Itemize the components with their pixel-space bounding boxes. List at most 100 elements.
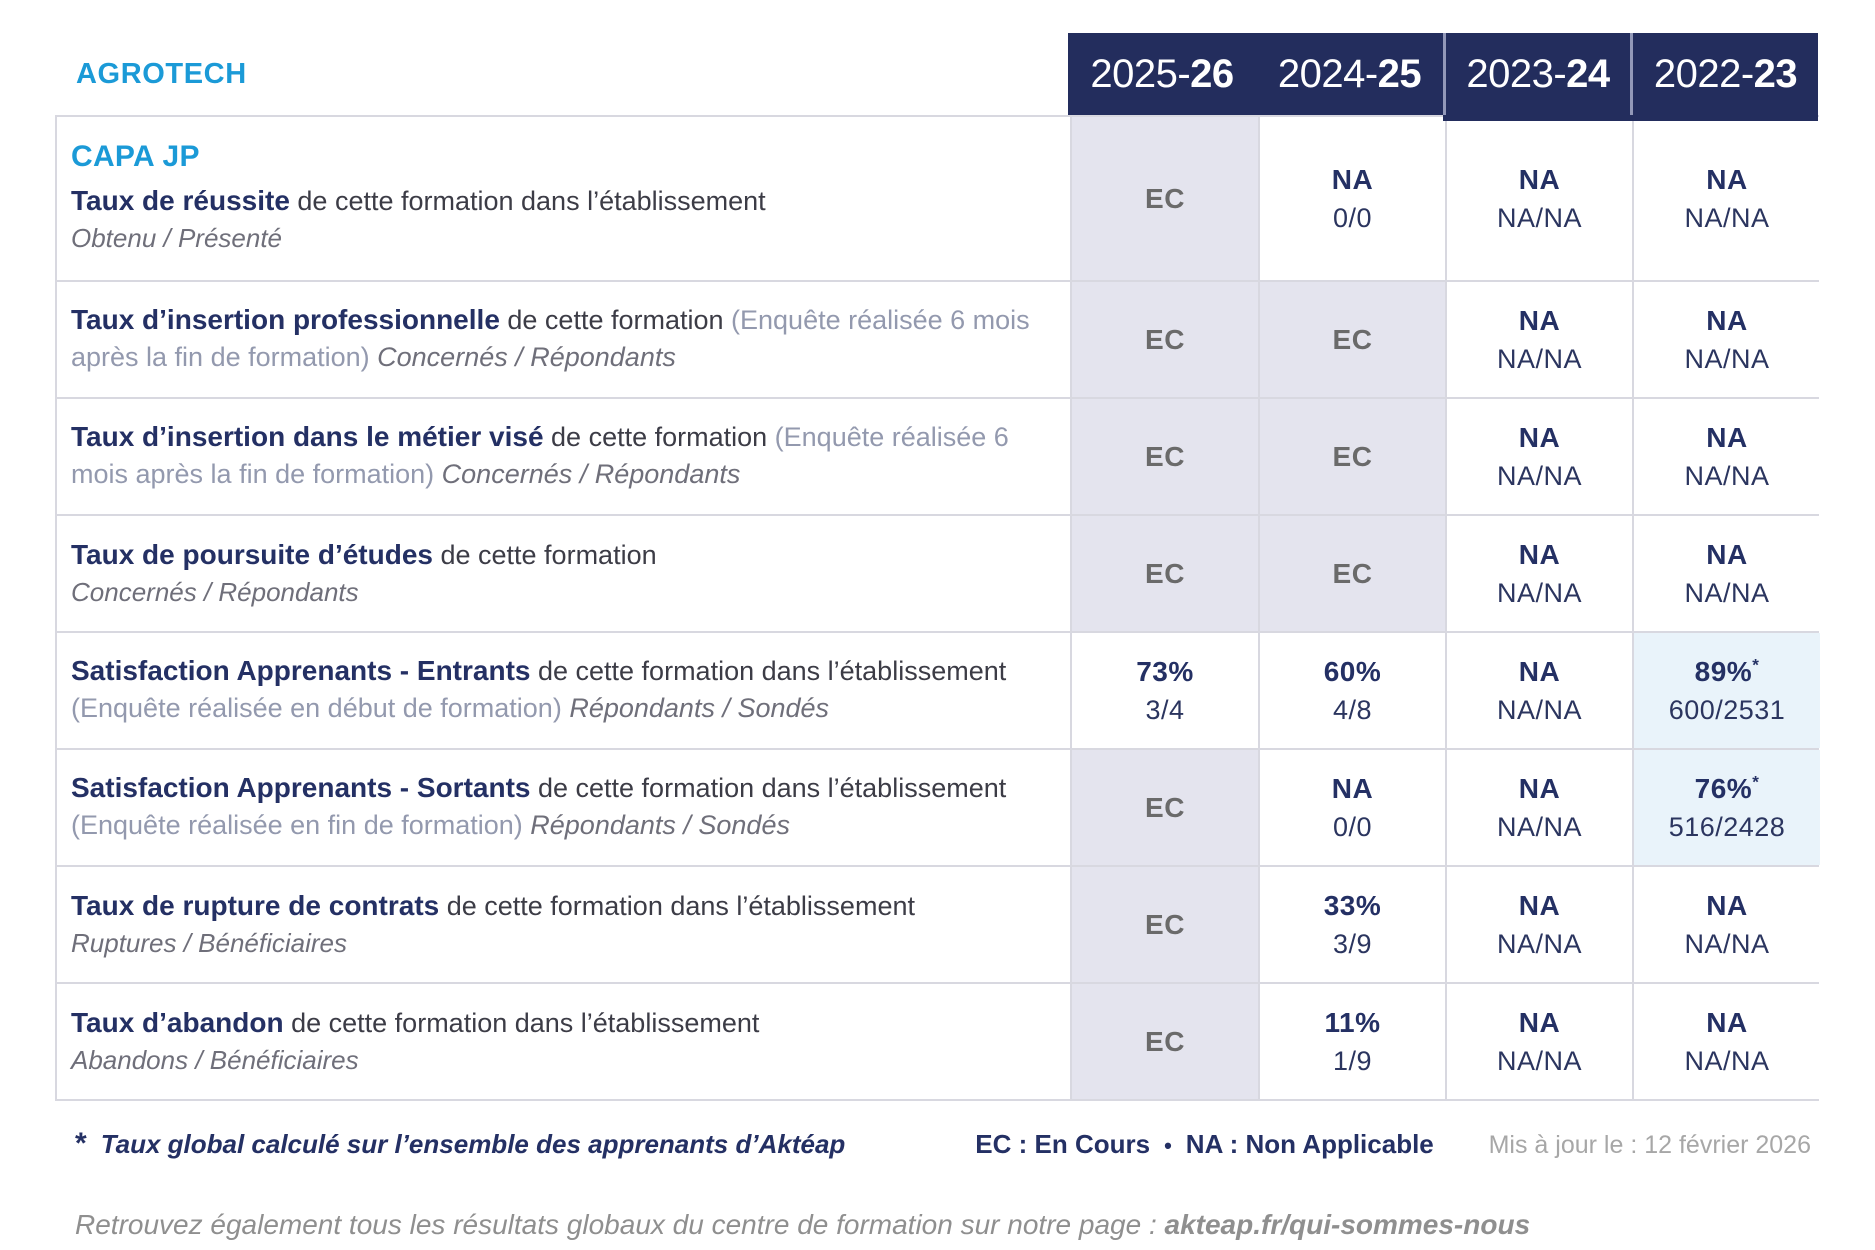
year-suffix: 23 <box>1753 51 1798 96</box>
value-main: NA <box>1519 656 1560 688</box>
table-row: Taux d’insertion dans le métier visé de … <box>57 397 1820 514</box>
value-text: NA <box>1706 889 1748 921</box>
metric-description: Taux d’abandon de cette formation dans l… <box>71 1004 1052 1042</box>
value-cell-2023-24: NA NA/NA <box>1445 516 1632 631</box>
metric-title: Taux de réussite <box>71 184 290 216</box>
metric-desc: de cette formation dans l’établissement <box>530 773 1007 803</box>
table-row: Satisfaction Apprenants - Entrants de ce… <box>57 631 1820 748</box>
value-main: NA <box>1706 539 1747 571</box>
metric-caption-inline: Concernés / Répondants <box>441 459 741 489</box>
value-cell-2022-23: NA NA/NA <box>1632 117 1820 280</box>
table-row: CAPA JP Taux de réussite de cette format… <box>57 117 1820 280</box>
metric-label-cell: CAPA JP Taux de réussite de cette format… <box>57 117 1070 280</box>
site-link[interactable]: akteap.fr/qui-sommes-nous <box>1164 1209 1531 1240</box>
info-line: Retrouvez également tous les résultats g… <box>55 1209 1819 1241</box>
value-main: NA <box>1519 1007 1560 1039</box>
value-sub: NA/NA <box>1496 202 1583 233</box>
value-sub: 600/2531 <box>1668 694 1786 725</box>
year-prefix: 2024- <box>1277 51 1378 96</box>
value-main: NA <box>1332 164 1373 196</box>
value-cell-2022-23: NA NA/NA <box>1632 984 1820 1099</box>
value-main: NA <box>1706 1007 1747 1039</box>
value-text: NA <box>1518 304 1561 336</box>
program-title: CAPA JP <box>71 139 200 173</box>
value-cell-2025-26: EC <box>1070 750 1258 865</box>
metric-caption: Obtenu / Présenté <box>71 222 283 253</box>
value-cell-2023-24: NA NA/NA <box>1445 117 1632 280</box>
asterisk-marker: * <box>1752 655 1760 675</box>
year-prefix: 2022- <box>1653 51 1754 96</box>
value-sub: NA/NA <box>1684 928 1770 959</box>
metric-desc: de cette formation dans l’établissement <box>439 890 915 921</box>
value-text: NA <box>1706 538 1748 570</box>
value-cell-2022-23: NA NA/NA <box>1632 282 1820 397</box>
value-cell-2022-23: 89%* 600/2531 <box>1632 633 1820 748</box>
value-text: NA <box>1518 1006 1561 1038</box>
value-sub: 0/0 <box>1332 202 1373 233</box>
value-text: EC <box>1145 791 1185 823</box>
value-cell-2022-23: NA NA/NA <box>1632 399 1820 514</box>
year-header-2024-25: 2024- 25 <box>1256 33 1443 115</box>
value-cell-2025-26: EC <box>1070 117 1258 280</box>
metric-caption-inline: Répondants / Sondés <box>530 810 790 840</box>
value-sub: NA/NA <box>1496 343 1583 374</box>
year-prefix: 2025- <box>1090 51 1191 96</box>
value-main: NA <box>1706 305 1747 337</box>
metric-note: (Enquête réalisée 6 mois après la fin de… <box>71 422 1009 489</box>
year-header-2022-23: 2022- 23 <box>1630 33 1818 121</box>
value-sub: 4/8 <box>1332 694 1373 725</box>
results-table: CAPA JP Taux de réussite de cette format… <box>55 115 1820 1101</box>
metric-note: (Enquête réalisée 6 mois après la fin de… <box>71 305 1030 372</box>
value-text: EC <box>1332 323 1373 355</box>
bullet-separator-icon: • <box>1164 1133 1172 1158</box>
value-cell-2024-25: EC <box>1258 516 1445 631</box>
value-main: NA <box>1519 890 1560 922</box>
value-text: EC <box>1332 440 1373 472</box>
value-cell-2024-25: 60% 4/8 <box>1258 633 1445 748</box>
value-text: 11% <box>1324 1006 1381 1038</box>
value-sub: NA/NA <box>1684 460 1770 491</box>
metric-description: Taux d’insertion dans le métier visé de … <box>71 418 1052 493</box>
table-row: Satisfaction Apprenants - Sortants de ce… <box>57 748 1820 865</box>
value-sub: NA/NA <box>1684 343 1770 374</box>
value-text: NA <box>1331 772 1374 804</box>
metric-desc: de cette formation dans l’établissement <box>289 185 766 216</box>
value-main: NA <box>1519 539 1560 571</box>
value-main: EC <box>1145 324 1185 356</box>
value-main: EC <box>1145 909 1185 941</box>
value-main: 89%* <box>1695 656 1760 688</box>
value-text: NA <box>1706 304 1748 336</box>
metric-caption-inline: Répondants / Sondés <box>569 693 830 723</box>
value-cell-2025-26: EC <box>1070 867 1258 982</box>
value-cell-2025-26: EC <box>1070 984 1258 1099</box>
legend: EC : En Cours • NA : Non Applicable <box>975 1129 1433 1160</box>
table-row: Taux d’insertion professionnelle de cett… <box>57 280 1820 397</box>
value-cell-2022-23: 76%* 516/2428 <box>1632 750 1820 865</box>
value-cell-2024-25: EC <box>1258 282 1445 397</box>
value-sub: NA/NA <box>1684 577 1770 608</box>
table-row: Taux d’abandon de cette formation dans l… <box>57 982 1820 1099</box>
brand-cell: AGROTECH <box>55 33 1068 115</box>
value-main: EC <box>1333 441 1373 473</box>
metric-label-cell: Satisfaction Apprenants - Sortants de ce… <box>57 750 1070 865</box>
value-cell-2024-25: NA 0/0 <box>1258 750 1445 865</box>
value-main: 60% <box>1324 656 1382 688</box>
info-text: Retrouvez également tous les résultats g… <box>75 1209 1165 1240</box>
metric-label-cell: Taux de poursuite d’études de cette form… <box>57 516 1070 631</box>
value-sub: 0/0 <box>1332 811 1373 842</box>
value-sub: NA/NA <box>1496 460 1583 491</box>
value-text: NA <box>1706 1006 1748 1038</box>
table-row: Taux de poursuite d’études de cette form… <box>57 514 1820 631</box>
value-cell-2022-23: NA NA/NA <box>1632 516 1820 631</box>
value-main: NA <box>1519 422 1560 454</box>
value-sub: NA/NA <box>1684 1045 1770 1076</box>
value-text: EC <box>1145 557 1185 589</box>
value-text: EC <box>1332 557 1373 589</box>
value-main: NA <box>1706 890 1747 922</box>
asterisk-marker: * <box>1752 772 1760 792</box>
value-cell-2024-25: 11% 1/9 <box>1258 984 1445 1099</box>
value-text: NA <box>1706 421 1748 453</box>
value-text: EC <box>1145 323 1185 355</box>
value-cell-2025-26: EC <box>1070 282 1258 397</box>
